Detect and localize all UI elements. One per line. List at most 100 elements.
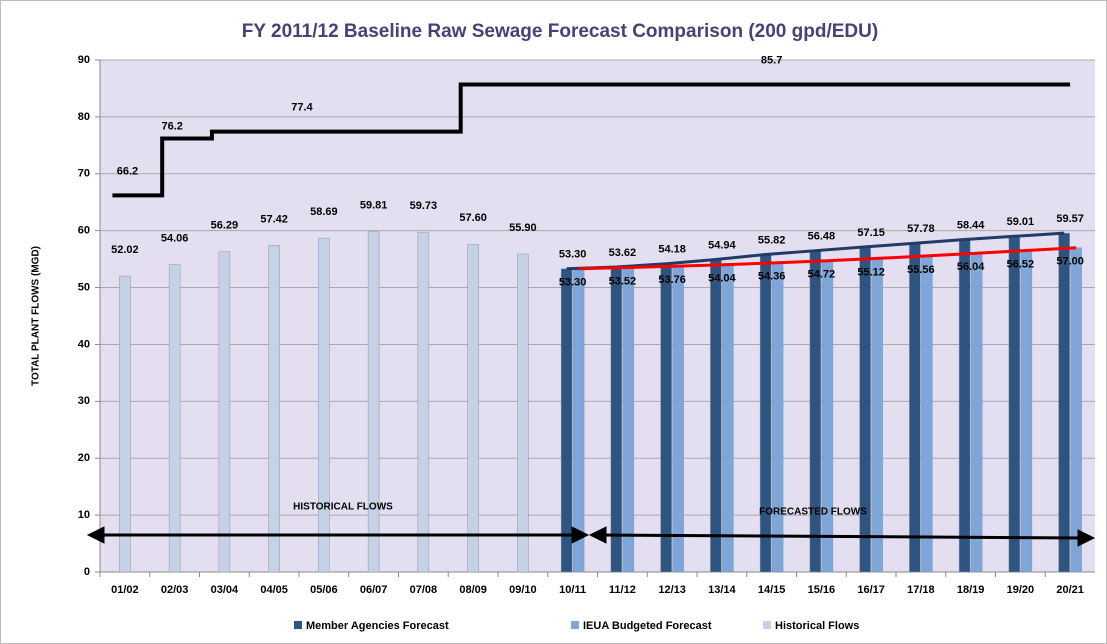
value-label: 54.72	[808, 269, 836, 281]
value-label: 54.04	[708, 272, 736, 284]
value-label: 56.29	[211, 220, 239, 232]
capacity-label: 85.7	[761, 54, 782, 66]
bar	[572, 268, 585, 573]
value-label: 53.62	[609, 247, 637, 259]
legend-swatch	[763, 621, 771, 629]
value-label: 56.04	[957, 261, 985, 273]
annotation: HISTORICAL FLOWS	[293, 502, 393, 513]
trend-line	[578, 246, 1077, 271]
x-tick-label: 17/18	[907, 584, 935, 596]
x-tick-label: 05/06	[310, 584, 338, 596]
x-tick-label: 16/17	[857, 584, 885, 596]
x-tick-label: 14/15	[758, 584, 786, 596]
y-tick-label: 70	[78, 168, 90, 180]
bar	[417, 231, 430, 573]
value-label: 54.36	[758, 271, 786, 283]
x-tick-label: 01/02	[111, 584, 139, 596]
x-tick-label: 07/08	[410, 584, 438, 596]
bar	[1020, 250, 1033, 573]
bar	[318, 237, 330, 573]
bar	[367, 231, 380, 573]
value-label: 57.15	[857, 227, 885, 239]
bar	[672, 265, 684, 573]
bar	[710, 259, 722, 573]
value-label: 53.30	[559, 249, 587, 261]
x-tick-label: 02/03	[161, 584, 189, 596]
value-label: 59.01	[1007, 216, 1035, 228]
value-label: 54.18	[658, 244, 686, 256]
bar	[909, 243, 921, 573]
bar	[622, 267, 635, 573]
y-axis-label: TOTAL PLANT FLOWS (MGD)	[31, 246, 42, 386]
bar	[168, 264, 181, 573]
capacity-label: 76.2	[161, 120, 182, 132]
bar	[958, 239, 971, 573]
bar	[759, 254, 772, 573]
capacity-label: 66.2	[117, 165, 138, 177]
value-label: 59.57	[1056, 213, 1084, 225]
y-tick-label: 50	[78, 281, 90, 293]
value-label: 55.56	[907, 264, 935, 276]
x-tick-label: 06/07	[360, 584, 388, 596]
bar	[610, 266, 623, 573]
bar	[722, 264, 734, 573]
x-tick-label: 08/09	[459, 584, 487, 596]
bar	[1058, 232, 1070, 573]
y-tick-label: 60	[78, 225, 90, 237]
x-tick-label: 15/16	[808, 584, 836, 596]
legend-label: Member Agencies Forecast	[306, 620, 449, 632]
bar	[517, 253, 529, 573]
x-tick-label: 04/05	[260, 584, 288, 596]
y-tick-label: 20	[78, 452, 90, 464]
x-tick-label: 18/19	[957, 584, 985, 596]
plot-area	[100, 60, 1095, 572]
legend-swatch	[294, 621, 302, 629]
x-tick-label: 10/11	[559, 584, 586, 596]
x-tick-label: 20/21	[1056, 584, 1084, 596]
bar	[268, 245, 280, 573]
x-tick-label: 03/04	[211, 584, 239, 596]
bar	[771, 262, 784, 573]
value-label: 59.81	[360, 200, 388, 212]
value-label: 55.12	[857, 266, 885, 278]
value-label: 57.78	[907, 223, 935, 235]
x-tick-label: 13/14	[708, 584, 736, 596]
bar	[821, 260, 834, 573]
y-tick-label: 90	[78, 54, 90, 66]
value-label: 57.00	[1056, 256, 1084, 268]
y-tick-label: 30	[78, 395, 90, 407]
bar	[119, 275, 131, 573]
value-label: 54.94	[708, 239, 736, 251]
value-label: 52.02	[111, 244, 139, 256]
x-tick-label: 19/20	[1007, 584, 1035, 596]
y-tick-label: 80	[78, 111, 90, 123]
bar	[1070, 247, 1082, 573]
chart-title: FY 2011/12 Baseline Raw Sewage Forecast …	[242, 21, 878, 42]
capacity-label: 77.4	[291, 102, 313, 114]
value-label: 53.76	[658, 274, 686, 286]
y-tick-label: 0	[84, 566, 90, 578]
bar	[467, 244, 479, 573]
bar	[1008, 236, 1021, 573]
bar	[809, 250, 822, 573]
legend-label: Historical Flows	[775, 620, 859, 632]
value-label: 53.30	[559, 277, 587, 289]
bar	[921, 255, 933, 573]
bar	[859, 246, 871, 573]
bar	[970, 252, 983, 573]
x-tick-label: 12/13	[658, 584, 686, 596]
value-label: 57.42	[260, 213, 288, 225]
value-label: 55.82	[758, 234, 786, 246]
value-label: 54.06	[161, 232, 189, 244]
value-label: 56.52	[1007, 258, 1035, 270]
bar	[660, 263, 672, 573]
value-label: 57.60	[459, 212, 487, 224]
y-tick-label: 10	[78, 509, 90, 521]
annotation: FORECASTED FLOWS	[759, 507, 867, 518]
value-label: 56.48	[808, 231, 836, 243]
legend-label: IEUA Budgeted Forecast	[583, 620, 712, 632]
trend-line	[566, 231, 1065, 271]
x-tick-label: 09/10	[509, 584, 537, 596]
arrows	[86, 526, 1096, 547]
